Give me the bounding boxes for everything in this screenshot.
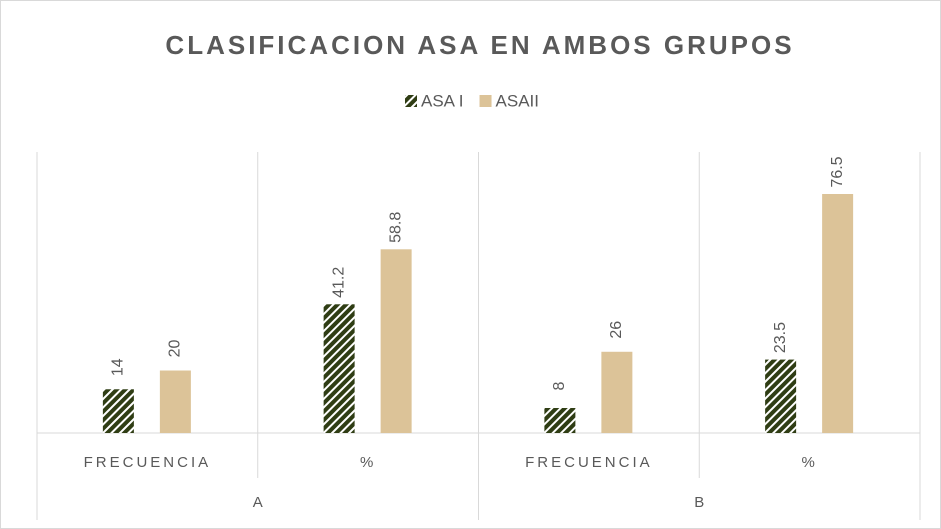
bar	[822, 194, 854, 433]
bar	[544, 408, 576, 433]
data-label: 23.5	[772, 322, 789, 353]
legend-label: ASAII	[496, 91, 539, 110]
x-tick-label: FRECUENCIA	[84, 454, 212, 471]
data-label: 8	[551, 381, 568, 390]
bar	[601, 351, 633, 433]
x-tick-label: FRECUENCIA	[525, 454, 653, 471]
group-label: B	[694, 494, 704, 511]
x-tick-label: %	[801, 454, 817, 471]
legend-swatch	[405, 95, 417, 107]
bar	[159, 370, 191, 433]
legend-swatch	[479, 95, 492, 107]
data-label: 41.2	[330, 267, 347, 298]
data-label: 58.8	[387, 212, 404, 243]
bar	[380, 249, 412, 433]
group-label: A	[253, 494, 263, 511]
data-label: 76.5	[829, 156, 846, 187]
data-label: 14	[110, 358, 127, 376]
bar	[323, 304, 355, 433]
x-tick-label: %	[360, 454, 376, 471]
bar	[102, 389, 134, 433]
data-label: 20	[167, 340, 184, 358]
bar	[765, 359, 797, 433]
chart-title: CLASIFICACION ASA EN AMBOS GRUPOS	[165, 30, 794, 60]
legend-label: ASA I	[421, 91, 464, 110]
data-label: 26	[608, 321, 625, 339]
